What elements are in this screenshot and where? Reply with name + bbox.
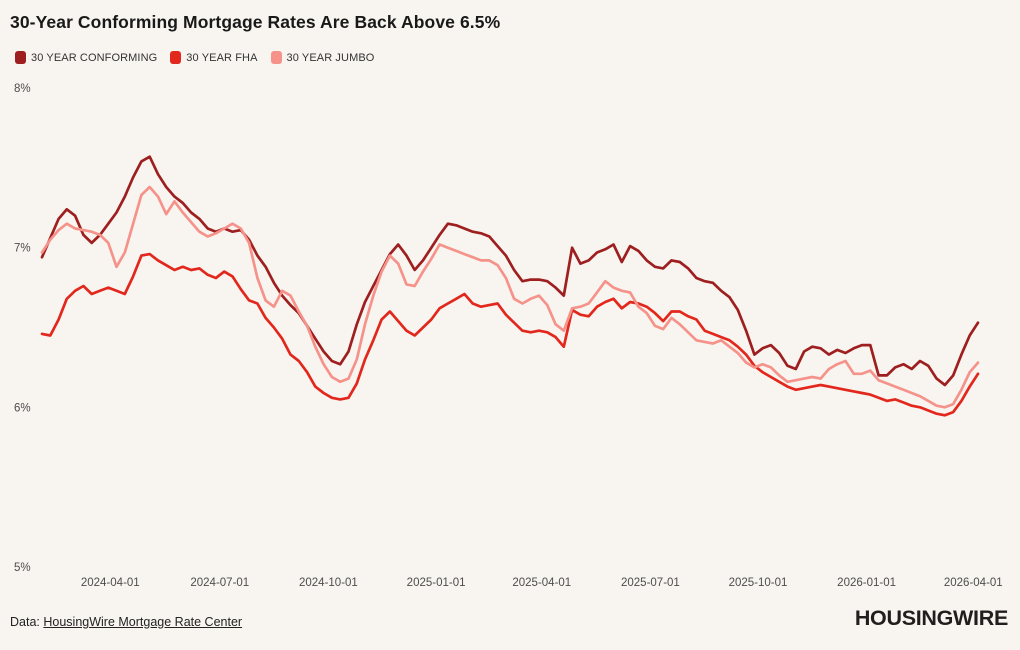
y-axis-tick-label: 5% (14, 562, 31, 574)
x-axis-tick-label: 2024-07-01 (190, 577, 249, 589)
legend-swatch-jumbo-icon (270, 51, 282, 64)
series-line-30-year-jumbo (40, 185, 980, 409)
series-line-30-year-conforming (40, 155, 980, 387)
housingwire-logo: HOUSINGWIRE (854, 606, 1008, 630)
legend-label-fha: 30 YEAR FHA (186, 51, 258, 64)
x-axis-tick-label: 2024-10-01 (299, 577, 358, 589)
legend-swatch-fha-icon (170, 51, 182, 64)
x-axis-tick-label: 2024-04-01 (81, 577, 140, 589)
y-axis-tick-label: 8% (14, 83, 31, 95)
y-axis-tick-label: 6% (14, 402, 31, 414)
legend-item-fha: 30 YEAR FHA (170, 51, 257, 64)
x-axis-tick-label: 2025-07-01 (621, 577, 680, 589)
x-axis-tick-label: 2025-04-01 (512, 577, 571, 589)
x-axis-tick-label: 2025-10-01 (729, 577, 788, 589)
data-source-note: Data: HousingWire Mortgage Rate Center (10, 615, 242, 629)
chart-title: 30-Year Conforming Mortgage Rates Are Ba… (10, 12, 501, 32)
legend-item-jumbo: 30 YEAR JUMBO (270, 51, 375, 64)
legend-label-jumbo: 30 YEAR JUMBO (286, 51, 375, 64)
legend-label-conforming: 30 YEAR CONFORMING (31, 51, 158, 64)
chart-legend: 30 YEAR CONFORMING 30 YEAR FHA 30 YEAR J… (15, 51, 374, 64)
legend-item-conforming: 30 YEAR CONFORMING (15, 51, 157, 64)
x-axis-tick-label: 2025-01-01 (407, 577, 466, 589)
x-axis-tick-label: 2026-01-01 (837, 577, 896, 589)
x-axis-tick-label: 2026-04-01 (944, 577, 1003, 589)
series-line-30-year-fha (40, 252, 980, 417)
data-source-link[interactable]: HousingWire Mortgage Rate Center (43, 615, 243, 629)
y-axis-tick-label: 7% (14, 243, 31, 255)
data-source-prefix: Data: (10, 615, 44, 629)
legend-swatch-conforming-icon (15, 51, 26, 64)
